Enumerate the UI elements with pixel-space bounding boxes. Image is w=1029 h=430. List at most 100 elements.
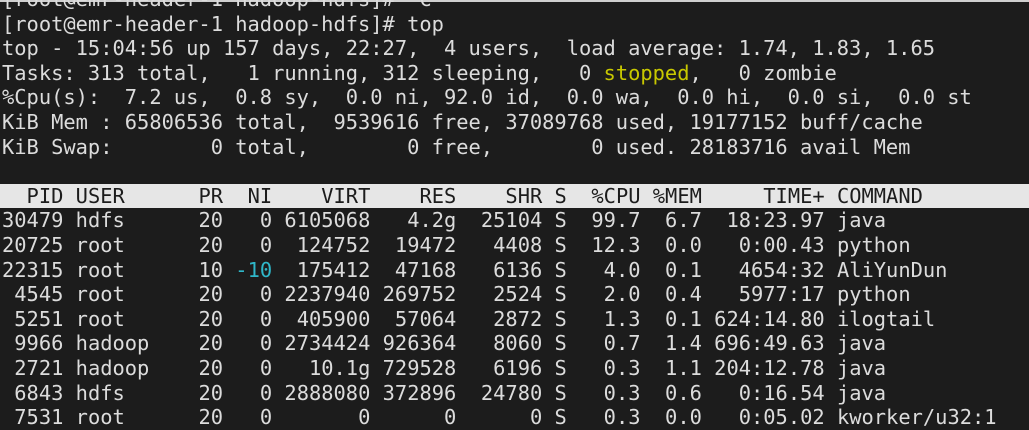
cell-mem: 1.1 [652, 355, 702, 380]
cell-pr: 10 [186, 257, 224, 282]
cell-res: 729528 [382, 355, 457, 380]
cell-command: java [836, 355, 887, 380]
cell-virt: 2237940 [284, 282, 371, 307]
cell-pid: 2721 [2, 355, 64, 380]
cell-ni: 0 [235, 232, 273, 257]
cpu-line: %Cpu(s): 7.2 us, 0.8 sy, 0.0 ni, 92.0 id… [2, 85, 972, 110]
cell-s: S [554, 380, 567, 405]
cell-pid: 4545 [2, 282, 64, 307]
cell-virt: 175412 [284, 257, 371, 282]
column-header-time: TIME+ [714, 183, 825, 208]
cell-cpu: 12.3 [579, 232, 641, 257]
tasks-stopped-label: stopped [603, 60, 690, 85]
previous-prompt-line: [root@emr-header-1 hadoop-hdfs]# ^C [2, 0, 1029, 12]
cell-pid: 20725 [2, 232, 64, 257]
cell-command: ilogtail [836, 306, 936, 331]
cell-ni: 0 [235, 282, 273, 307]
column-header-user: USER [75, 183, 174, 208]
process-row: 30479 hdfs 20 0 6105068 4.2g 25104 S 99.… [2, 208, 1029, 233]
cell-cpu: 1.3 [579, 306, 641, 331]
process-row: 4545 root 20 0 2237940 269752 2524 S 2.0… [2, 282, 1029, 307]
cell-mem: 6.7 [652, 208, 702, 233]
cell-command: java [836, 380, 887, 405]
cell-ni: 0 [235, 208, 273, 233]
cell-cpu: 2.0 [579, 282, 641, 307]
cell-shr: 0 [468, 405, 543, 430]
cell-mem: 1.4 [652, 331, 702, 356]
cell-time: 204:12.78 [714, 355, 825, 380]
cell-time: 4654:32 [714, 257, 825, 282]
cell-virt: 10.1g [284, 355, 371, 380]
process-table-header: PID USER PR NI VIRT RES SHR S %CPU %MEM … [0, 183, 1029, 209]
cell-res: 4.2g [382, 208, 457, 233]
cell-res: 57064 [382, 306, 457, 331]
cell-mem: 0.0 [652, 232, 702, 257]
cell-time: 5977:17 [714, 282, 825, 307]
cell-command: java [836, 331, 887, 356]
cell-s: S [554, 405, 567, 430]
cell-mem: 0.4 [652, 282, 702, 307]
column-header-ni: NI [235, 183, 273, 208]
column-header-res: RES [382, 183, 457, 208]
cell-res: 0 [382, 405, 457, 430]
cell-pr: 20 [186, 331, 224, 356]
process-row: 5251 root 20 0 405900 57064 2872 S 1.3 0… [2, 307, 1029, 332]
cell-res: 19472 [382, 232, 457, 257]
cell-pr: 20 [186, 355, 224, 380]
column-header-mem: %MEM [652, 183, 702, 208]
cell-s: S [554, 208, 567, 233]
cell-shr: 24780 [468, 380, 543, 405]
process-row: 9966 hadoop 20 0 2734424 926364 8060 S 0… [2, 331, 1029, 356]
cell-s: S [554, 355, 567, 380]
swap-line: KiB Swap: 0 total, 0 free, 0 used. 28183… [2, 134, 911, 159]
cell-command: kworker/u32:1 [836, 405, 997, 430]
cell-pr: 20 [186, 208, 224, 233]
cell-pr: 20 [186, 405, 224, 430]
cell-ni: -10 [235, 257, 273, 282]
cell-pr: 20 [186, 282, 224, 307]
uptime-line: top - 15:04:56 up 157 days, 22:27, 4 use… [2, 36, 935, 61]
cell-cpu: 0.7 [579, 331, 641, 356]
cell-mem: 0.1 [652, 306, 702, 331]
blank-line [2, 159, 1029, 184]
column-header-virt: VIRT [284, 183, 371, 208]
cell-pid: 6843 [2, 380, 64, 405]
cell-command: python [836, 282, 911, 307]
cell-mem: 0.0 [652, 405, 702, 430]
cell-res: 269752 [382, 282, 457, 307]
cell-command: python [836, 232, 911, 257]
cell-shr: 25104 [468, 208, 543, 233]
cell-user: hadoop [75, 355, 174, 380]
cell-user: hdfs [75, 208, 174, 233]
cell-shr: 8060 [468, 331, 543, 356]
cell-pr: 20 [186, 380, 224, 405]
cell-mem: 0.1 [652, 257, 702, 282]
cell-time: 18:23.97 [714, 208, 825, 233]
cell-s: S [554, 232, 567, 257]
cell-shr: 6196 [468, 355, 543, 380]
process-table: 30479 hdfs 20 0 6105068 4.2g 25104 S 99.… [2, 208, 1029, 429]
cell-time: 624:14.80 [714, 306, 825, 331]
cell-ni: 0 [235, 331, 273, 356]
cell-virt: 405900 [284, 306, 371, 331]
cell-pid: 5251 [2, 306, 64, 331]
cell-cpu: 4.0 [579, 257, 641, 282]
cell-cpu: 99.7 [579, 208, 641, 233]
column-header-pid: PID [2, 183, 64, 208]
cell-user: root [75, 257, 174, 282]
cell-user: root [75, 282, 174, 307]
tasks-prefix: Tasks: 313 total, 1 running, 312 sleepin… [2, 60, 604, 85]
cell-command: AliYunDun [836, 257, 948, 282]
cell-time: 0:05.02 [714, 405, 825, 430]
cell-time: 0:00.43 [714, 232, 825, 257]
cell-user: root [75, 232, 174, 257]
cell-s: S [554, 306, 567, 331]
cell-user: root [75, 306, 174, 331]
cell-user: hadoop [75, 331, 174, 356]
mem-line: KiB Mem : 65806536 total, 9539616 free, … [2, 109, 923, 134]
cell-res: 372896 [382, 380, 457, 405]
cell-s: S [554, 331, 567, 356]
cell-pid: 7531 [2, 405, 64, 430]
cell-ni: 0 [235, 405, 273, 430]
